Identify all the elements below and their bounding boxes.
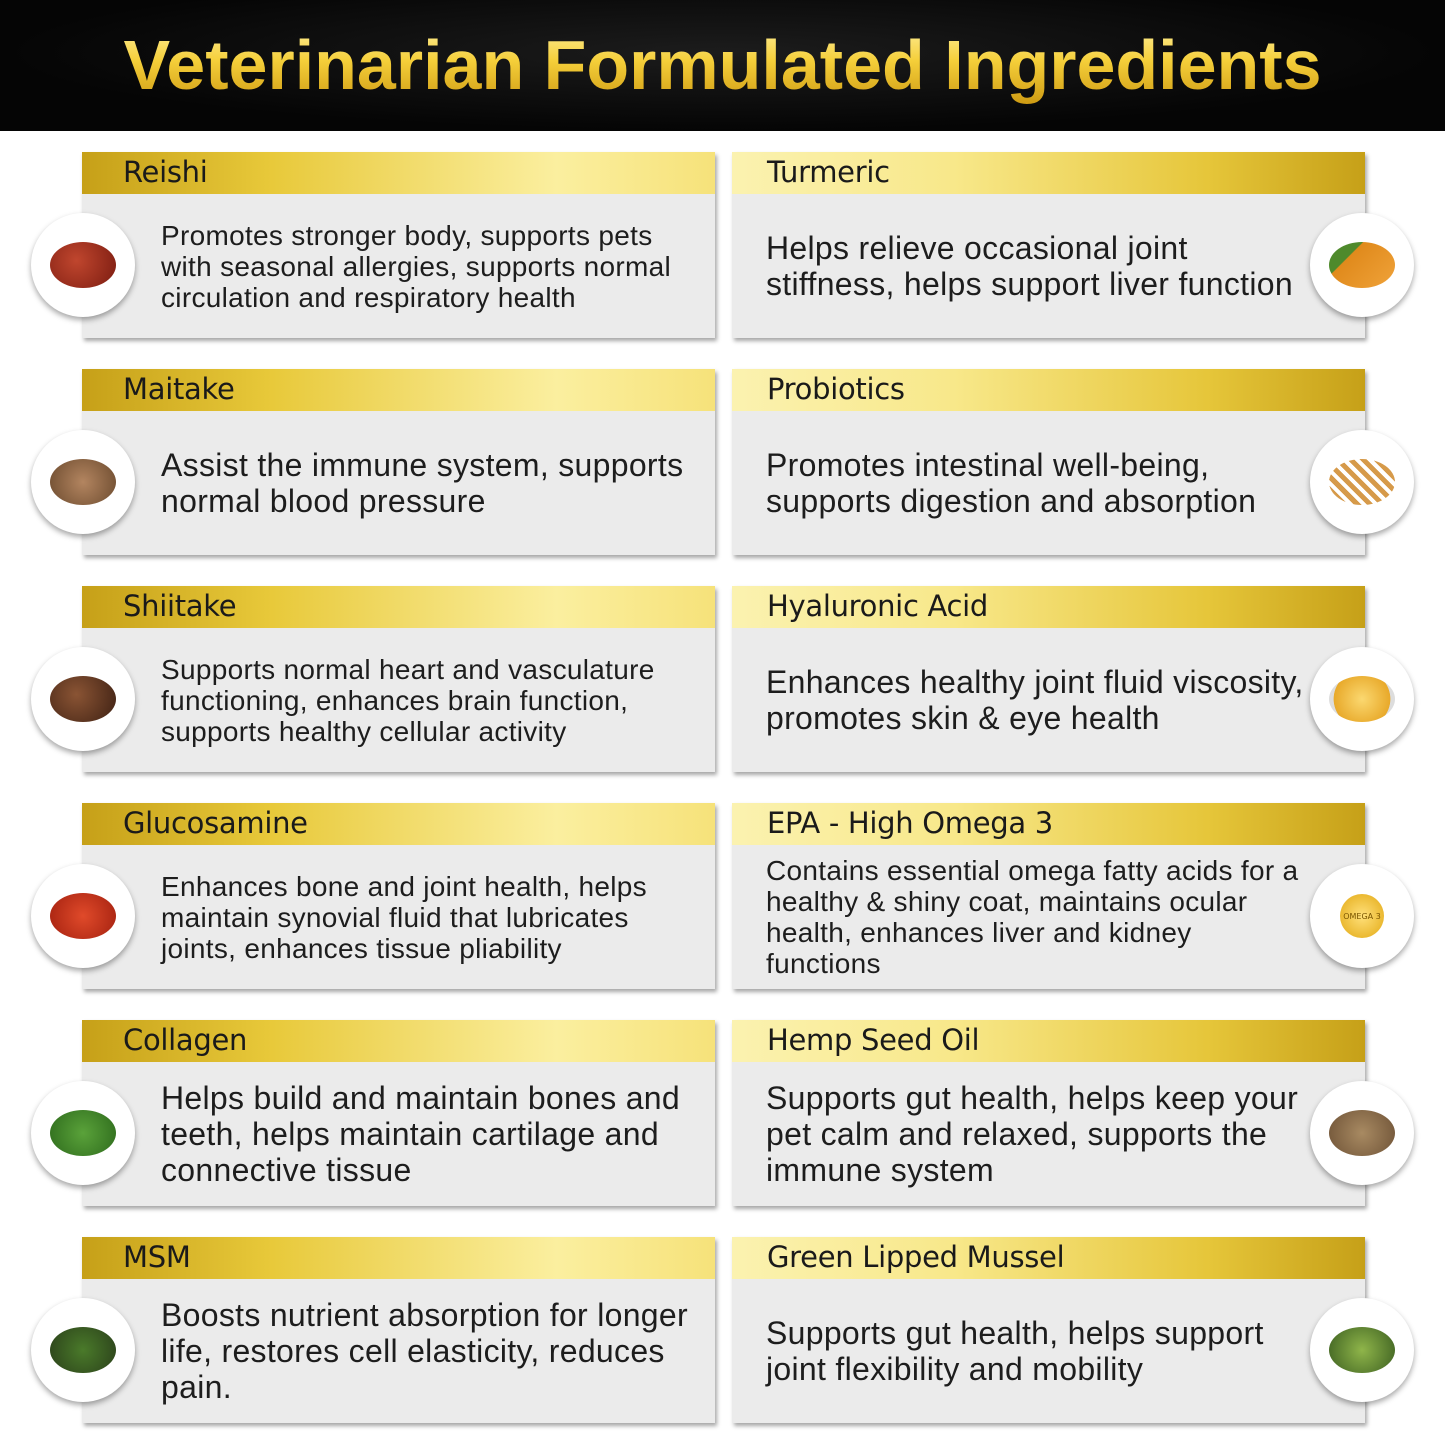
ingredient-name: EPA - High Omega 3 <box>767 806 1053 840</box>
ingredient-title-bar: MSM <box>82 1237 715 1279</box>
ingredient-title-bar: Glucosamine <box>82 803 715 845</box>
ingredient-image-circle <box>1310 430 1414 534</box>
ingredient-body: Assist the immune system, supports norma… <box>161 411 705 555</box>
ingredient-name: Glucosamine <box>123 806 308 840</box>
herbs-mortar-icon <box>50 1327 116 1373</box>
ingredient-name: MSM <box>123 1240 191 1274</box>
ingredient-image-circle <box>31 647 135 751</box>
ingredient-card-hemp-seed-oil: Hemp Seed Oil Supports gut health, helps… <box>732 1020 1365 1206</box>
leafy-greens-icon <box>50 1110 116 1156</box>
ingredient-title-bar: Shiitake <box>82 586 715 628</box>
ingredient-body: Supports normal heart and vasculature fu… <box>161 628 705 772</box>
ingredient-name: Shiitake <box>123 589 237 623</box>
ingredient-description: Assist the immune system, supports norma… <box>161 447 684 519</box>
ingredient-description: Promotes stronger body, supports pets wi… <box>161 219 672 313</box>
ingredient-card-probiotics: Probiotics Promotes intestinal well-bein… <box>732 369 1365 555</box>
ingredient-description: Enhances healthy joint fluid viscosity, … <box>766 664 1304 736</box>
ingredient-image-circle <box>1310 213 1414 317</box>
ingredient-card-hyaluronic-acid: Hyaluronic Acid Enhances healthy joint f… <box>732 586 1365 772</box>
ingredient-name: Green Lipped Mussel <box>767 1240 1065 1274</box>
ingredient-card-epa-high-omega-3: EPA - High Omega 3 Contains essential om… <box>732 803 1365 989</box>
ingredient-title-bar: Green Lipped Mussel <box>732 1237 1365 1279</box>
ingredient-description: Promotes intestinal well-being, supports… <box>766 447 1257 519</box>
omega-3-icon: OMEGA 3 <box>1340 894 1384 938</box>
ingredient-description: Helps build and maintain bones and teeth… <box>161 1080 680 1188</box>
ingredient-description: Helps relieve occasional joint stiffness… <box>766 230 1293 302</box>
ingredient-body: Helps relieve occasional joint stiffness… <box>766 194 1305 338</box>
ingredient-description: Supports gut health, helps keep your pet… <box>766 1080 1299 1188</box>
ingredient-image-circle <box>1310 647 1414 751</box>
ingredient-title-bar: Hyaluronic Acid <box>732 586 1365 628</box>
ingredient-card-turmeric: Turmeric Helps relieve occasional joint … <box>732 152 1365 338</box>
ingredient-title-bar: Turmeric <box>732 152 1365 194</box>
ingredient-image-circle <box>31 864 135 968</box>
ingredient-description: Supports gut health, helps support joint… <box>766 1315 1264 1387</box>
ingredient-image-circle <box>31 1081 135 1185</box>
ingredient-description: Contains essential omega fatty acids for… <box>766 855 1299 979</box>
ingredient-name: Reishi <box>123 155 208 189</box>
ingredient-name: Hyaluronic Acid <box>767 589 989 623</box>
ingredient-name: Probiotics <box>767 372 905 406</box>
lobster-icon <box>50 893 116 939</box>
ingredient-body: Supports gut health, helps support joint… <box>766 1279 1305 1423</box>
ingredient-title-bar: Collagen <box>82 1020 715 1062</box>
ingredient-body: Helps build and maintain bones and teeth… <box>161 1062 705 1206</box>
reishi-mushroom-icon <box>50 242 116 288</box>
ingredient-image-circle: OMEGA 3 <box>1310 864 1414 968</box>
maitake-mushroom-icon <box>50 459 116 505</box>
ingredient-card-green-lipped-mussel: Green Lipped Mussel Supports gut health,… <box>732 1237 1365 1423</box>
ingredient-title-bar: Maitake <box>82 369 715 411</box>
ingredient-image-circle <box>31 213 135 317</box>
omega-label: OMEGA 3 <box>1343 911 1381 921</box>
ingredient-body: Boosts nutrient absorption for longer li… <box>161 1279 705 1423</box>
ingredient-body: Promotes stronger body, supports pets wi… <box>161 194 705 338</box>
ingredient-card-maitake: Maitake Assist the immune system, suppor… <box>82 369 715 555</box>
ingredient-card-shiitake: Shiitake Supports normal heart and vascu… <box>82 586 715 772</box>
ingredient-body: Enhances bone and joint health, helps ma… <box>161 845 705 989</box>
ingredient-name: Collagen <box>123 1023 248 1057</box>
ingredient-title-bar: Probiotics <box>732 369 1365 411</box>
ingredient-card-collagen: Collagen Helps build and maintain bones … <box>82 1020 715 1206</box>
turmeric-root-icon <box>1329 242 1395 288</box>
ingredient-title-bar: Reishi <box>82 152 715 194</box>
ingredient-title-bar: EPA - High Omega 3 <box>732 803 1365 845</box>
hemp-seeds-icon <box>1329 1110 1395 1156</box>
ingredient-description: Supports normal heart and vasculature fu… <box>161 653 655 747</box>
ingredient-image-circle <box>1310 1298 1414 1402</box>
page-title: Veterinarian Formulated Ingredients <box>0 20 1445 110</box>
ingredient-description: Boosts nutrient absorption for longer li… <box>161 1297 688 1405</box>
ingredient-description: Enhances bone and joint health, helps ma… <box>161 870 647 964</box>
ingredient-name: Turmeric <box>767 155 890 189</box>
title-banner: Veterinarian Formulated Ingredients <box>0 0 1445 131</box>
ingredient-body: Enhances healthy joint fluid viscosity, … <box>766 628 1305 772</box>
ingredient-card-msm: MSM Boosts nutrient absorption for longe… <box>82 1237 715 1423</box>
ingredient-image-circle <box>31 1298 135 1402</box>
shiitake-mushroom-icon <box>50 676 116 722</box>
oil-bowl-icon <box>1329 676 1395 722</box>
ingredient-body: Supports gut health, helps keep your pet… <box>766 1062 1305 1206</box>
ingredient-image-circle <box>1310 1081 1414 1185</box>
ingredient-name: Maitake <box>123 372 235 406</box>
probiotics-bacteria-icon <box>1329 459 1395 505</box>
ingredient-card-reishi: Reishi Promotes stronger body, supports … <box>82 152 715 338</box>
ingredient-card-glucosamine: Glucosamine Enhances bone and joint heal… <box>82 803 715 989</box>
mussel-icon <box>1329 1327 1395 1373</box>
ingredient-body: Contains essential omega fatty acids for… <box>766 845 1305 989</box>
ingredient-body: Promotes intestinal well-being, supports… <box>766 411 1305 555</box>
ingredient-image-circle <box>31 430 135 534</box>
ingredient-title-bar: Hemp Seed Oil <box>732 1020 1365 1062</box>
ingredient-name: Hemp Seed Oil <box>767 1023 980 1057</box>
